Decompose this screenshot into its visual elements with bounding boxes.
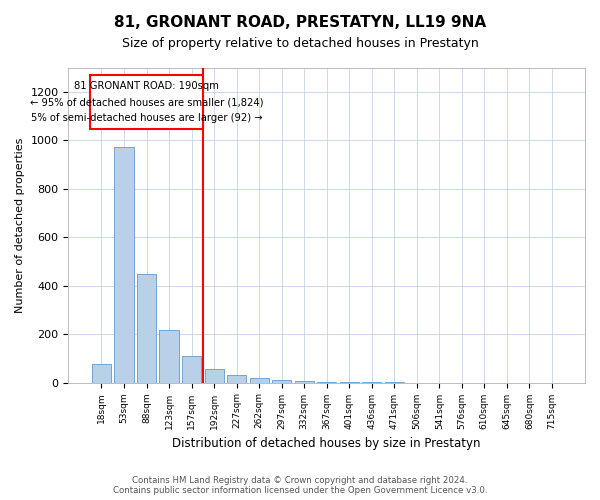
Bar [115, 148, 134, 382]
Bar [295, 381, 314, 382]
Bar [227, 376, 246, 382]
Bar [182, 356, 201, 382]
FancyBboxPatch shape [90, 75, 203, 130]
Bar [92, 364, 111, 382]
X-axis label: Distribution of detached houses by size in Prestatyn: Distribution of detached houses by size … [172, 437, 481, 450]
Text: 81 GRONANT ROAD: 190sqm
← 95% of detached houses are smaller (1,824)
5% of semi-: 81 GRONANT ROAD: 190sqm ← 95% of detache… [30, 82, 263, 122]
Bar [137, 274, 156, 382]
Bar [250, 378, 269, 382]
Y-axis label: Number of detached properties: Number of detached properties [15, 138, 25, 312]
Bar [160, 330, 179, 382]
Text: 81, GRONANT ROAD, PRESTATYN, LL19 9NA: 81, GRONANT ROAD, PRESTATYN, LL19 9NA [114, 15, 486, 30]
Text: Size of property relative to detached houses in Prestatyn: Size of property relative to detached ho… [122, 38, 478, 51]
Bar [205, 369, 224, 382]
Bar [272, 380, 291, 382]
Text: Contains HM Land Registry data © Crown copyright and database right 2024.
Contai: Contains HM Land Registry data © Crown c… [113, 476, 487, 495]
